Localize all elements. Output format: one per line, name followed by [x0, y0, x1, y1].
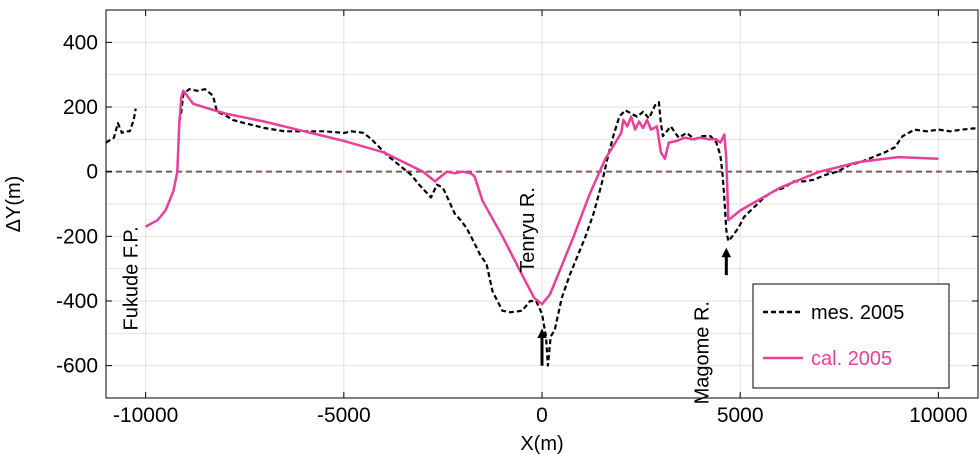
- y-axis-label: ΔY(m): [3, 176, 25, 233]
- x-tick-label: 10000: [909, 404, 967, 427]
- x-tick-label: 5000: [717, 404, 764, 427]
- annotation-label: Tenryu R.: [517, 187, 539, 273]
- y-tick-label: -400: [56, 290, 98, 313]
- x-tick-label: -5000: [317, 404, 371, 427]
- arrow-layer: [537, 247, 732, 366]
- series-layer: [106, 88, 978, 367]
- legend-box: [752, 283, 950, 389]
- annotation-label: Fukude F.P.: [121, 226, 143, 330]
- x-axis-ticks: -10000 -5000 0 5000 10000: [113, 10, 968, 427]
- y-tick-label: -200: [56, 225, 98, 248]
- series-line-measured: [106, 108, 137, 144]
- legend-label: mes. 2005: [811, 302, 904, 324]
- y-tick-label: 200: [63, 96, 98, 119]
- y-axis-ticks: -600 -400 -200 0 200 400: [56, 31, 978, 378]
- x-tick-label: -10000: [113, 404, 178, 427]
- y-tick-label: -600: [56, 355, 98, 378]
- x-axis-label: X(m): [520, 433, 563, 454]
- legend-label: cal. 2005: [811, 348, 892, 370]
- annotation-layer: Fukude F.P. Tenryu R. Magome R.: [121, 187, 714, 404]
- y-tick-label: 0: [86, 161, 98, 184]
- series-line-calculated: [145, 89, 939, 306]
- y-tick-label: 400: [63, 31, 98, 54]
- legend: mes. 2005 cal. 2005: [752, 283, 950, 389]
- annotation-label: Magome R.: [692, 301, 714, 404]
- x-tick-label: 0: [536, 404, 548, 427]
